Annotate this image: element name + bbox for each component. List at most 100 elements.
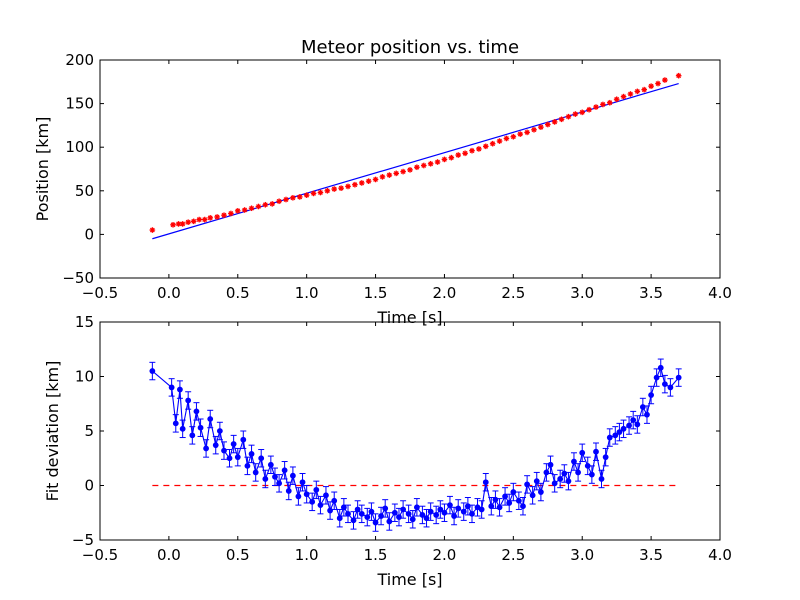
deviation-point bbox=[281, 461, 288, 480]
deviation-point bbox=[460, 502, 467, 521]
position-point bbox=[338, 185, 344, 191]
deviation-x-tick-label: 3.5 bbox=[639, 546, 663, 564]
deviation-point bbox=[176, 380, 183, 399]
deviation-point bbox=[543, 463, 550, 482]
position-point bbox=[283, 196, 289, 203]
deviation-y-tick-label: 5 bbox=[84, 422, 94, 440]
deviation-point bbox=[524, 475, 531, 494]
deviation-point bbox=[267, 455, 274, 475]
deviation-x-tick-label: 0.5 bbox=[226, 546, 250, 564]
deviation-point bbox=[626, 416, 633, 435]
deviation-x-tick-label: 1.0 bbox=[295, 546, 319, 564]
position-point bbox=[255, 203, 262, 210]
position-point bbox=[448, 154, 455, 161]
deviation-point bbox=[634, 415, 641, 434]
position-point bbox=[462, 150, 468, 157]
deviation-point bbox=[258, 449, 265, 468]
position-point bbox=[324, 188, 331, 194]
deviation-point bbox=[423, 508, 430, 528]
deviation-x-tick-label: 1.5 bbox=[364, 546, 388, 564]
deviation-point bbox=[189, 426, 196, 445]
deviation-point bbox=[455, 499, 462, 518]
position-point bbox=[234, 208, 241, 214]
deviation-x-axis-label: Time [s] bbox=[376, 570, 442, 589]
deviation-point bbox=[661, 374, 668, 394]
deviation-point bbox=[185, 391, 192, 410]
position-point bbox=[565, 113, 572, 120]
position-y-ticks: −50 0 50 100 150 200 bbox=[62, 51, 720, 287]
deviation-point bbox=[226, 449, 233, 468]
deviation-point bbox=[570, 452, 577, 471]
position-point bbox=[606, 99, 613, 106]
position-plot-area bbox=[149, 72, 682, 240]
deviation-point bbox=[502, 487, 509, 506]
position-point bbox=[476, 146, 482, 152]
deviation-point bbox=[515, 491, 522, 510]
position-point bbox=[441, 156, 448, 163]
position-x-tick-label: 3.0 bbox=[570, 284, 594, 302]
position-point bbox=[262, 201, 269, 208]
deviation-point bbox=[221, 441, 227, 460]
deviation-point bbox=[382, 499, 389, 518]
position-point bbox=[551, 119, 558, 125]
position-point bbox=[586, 106, 592, 113]
deviation-point bbox=[322, 486, 329, 505]
deviation-point bbox=[350, 511, 357, 530]
deviation-point bbox=[441, 503, 448, 522]
position-x-tick-label: 2.0 bbox=[433, 284, 457, 302]
deviation-chart: −0.5 0.0 0.5 1.0 1.5 2.0 2.5 3.0 3.5 4.0 −5 0 5 10 15… bbox=[43, 313, 732, 589]
deviation-point bbox=[469, 504, 475, 524]
deviation-point bbox=[340, 498, 347, 517]
deviation-series-line bbox=[151, 366, 680, 524]
position-point bbox=[190, 218, 197, 225]
position-point bbox=[201, 216, 208, 223]
position-point bbox=[179, 221, 186, 227]
deviation-point bbox=[565, 471, 572, 491]
position-point bbox=[393, 170, 400, 177]
position-point bbox=[269, 201, 276, 207]
deviation-point bbox=[230, 434, 237, 454]
position-y-axis-label: Position [km] bbox=[33, 117, 52, 222]
position-point bbox=[572, 111, 579, 117]
position-x-tick-label: 1.0 bbox=[295, 284, 319, 302]
position-point bbox=[207, 215, 214, 221]
deviation-x-tick-label: 2.0 bbox=[433, 546, 457, 564]
deviation-x-tick-label: 2.5 bbox=[501, 546, 525, 564]
deviation-x-tick-label: −0.5 bbox=[82, 546, 118, 564]
position-point bbox=[593, 104, 599, 110]
deviation-point bbox=[533, 471, 540, 491]
position-point bbox=[627, 91, 634, 97]
deviation-point bbox=[478, 500, 485, 519]
deviation-y-ticks: −5 0 5 10 15 bbox=[72, 313, 720, 549]
position-x-tick-label: 0.0 bbox=[157, 284, 181, 302]
position-point bbox=[352, 181, 358, 188]
deviation-point bbox=[289, 466, 296, 485]
position-point bbox=[358, 180, 365, 186]
position-x-tick-label: −0.5 bbox=[82, 284, 118, 302]
deviation-point bbox=[336, 508, 343, 528]
deviation-point bbox=[309, 492, 316, 512]
position-x-tick-label: 3.5 bbox=[639, 284, 663, 302]
position-point bbox=[290, 194, 296, 201]
deviation-point bbox=[303, 485, 310, 504]
deviation-point bbox=[207, 409, 214, 429]
deviation-point bbox=[179, 419, 186, 439]
position-y-tick-label: 100 bbox=[65, 138, 94, 156]
position-y-tick-label: 0 bbox=[84, 225, 94, 243]
position-point bbox=[345, 183, 351, 190]
position-point bbox=[175, 221, 182, 227]
deviation-point bbox=[437, 500, 444, 519]
deviation-point bbox=[643, 405, 650, 424]
position-x-tick-label: 4.0 bbox=[708, 284, 732, 302]
deviation-point bbox=[252, 463, 259, 482]
deviation-point bbox=[172, 414, 179, 433]
position-x-ticks: −0.5 0.0 0.5 1.0 1.5 2.0 2.5 3.0 3.5 4.0 bbox=[82, 60, 732, 302]
position-point bbox=[469, 147, 475, 154]
deviation-x-ticks: −0.5 0.0 0.5 1.0 1.5 2.0 2.5 3.0 3.5 4.0 bbox=[82, 322, 732, 564]
deviation-point bbox=[551, 474, 558, 493]
position-point bbox=[620, 93, 627, 100]
position-point bbox=[331, 186, 338, 192]
position-point bbox=[420, 162, 427, 169]
position-point bbox=[675, 72, 682, 79]
